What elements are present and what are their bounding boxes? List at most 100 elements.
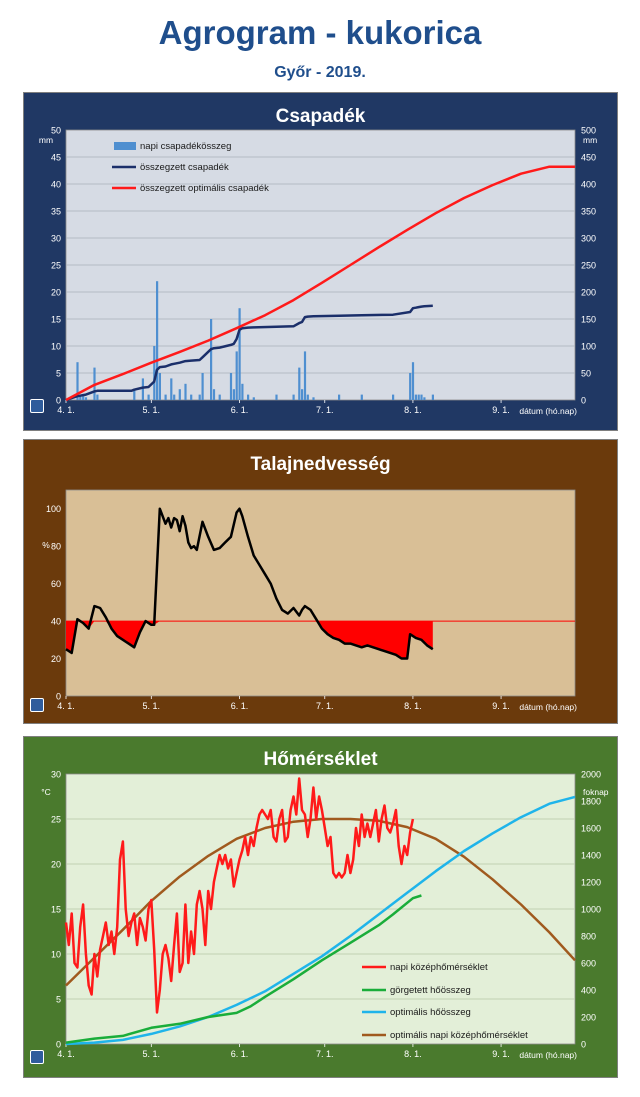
y2-tick-label: 50 xyxy=(581,369,591,379)
soil-moisture-panel: Talajnedvesség 0 20 40 60 80 100 4. 1. 5. 1. 6. … xyxy=(23,439,618,724)
y2-tick-label: 400 xyxy=(581,986,596,996)
y2-tick-label: 400 xyxy=(581,180,596,190)
precipitation-bar xyxy=(423,397,426,400)
y-tick-label: 15 xyxy=(51,905,61,915)
x-tick-label: 9. 1. xyxy=(492,701,510,711)
precipitation-bar xyxy=(417,394,420,400)
precipitation-chart: 0510152025303540455005010015020025030035… xyxy=(39,126,597,417)
x-tick-label: 7. 1. xyxy=(316,701,334,711)
y-axis-label: % xyxy=(42,540,50,550)
x-tick-label: 5. 1. xyxy=(143,1049,161,1059)
precipitation-bar xyxy=(164,394,167,400)
precipitation-bar xyxy=(198,394,201,400)
y2-tick-label: 1000 xyxy=(581,905,601,915)
y2-axis-label: foknap xyxy=(583,787,609,797)
precipitation-bar xyxy=(431,394,434,400)
y2-tick-label: 600 xyxy=(581,959,596,969)
precipitation-bar xyxy=(170,378,173,400)
precipitation-bar xyxy=(275,394,278,400)
y2-tick-label: 0 xyxy=(581,396,586,406)
y2-tick-label: 150 xyxy=(581,315,596,325)
y-axis-label: °C xyxy=(41,787,51,797)
precipitation-bar xyxy=(292,394,295,400)
x-tick-label: 5. 1. xyxy=(143,405,161,415)
precipitation-panel-title: Csapadék xyxy=(275,106,366,127)
x-tick-label: 8. 1. xyxy=(404,405,422,415)
precipitation-bar xyxy=(252,397,255,400)
legend-label: görgetett hőösszeg xyxy=(390,985,471,996)
y-tick-label: 5 xyxy=(56,995,61,1005)
precipitation-bar xyxy=(241,383,244,400)
precipitation-bar xyxy=(173,394,176,400)
precipitation-bar xyxy=(338,394,341,400)
precipitation-bar xyxy=(238,308,241,400)
y2-tick-label: 500 xyxy=(581,126,596,136)
temperature-chart: 0 5 10 15 20 25 30 0 200 400 600 800 1000 1200 1400 160… xyxy=(41,770,609,1061)
x-tick-label: 5. 1. xyxy=(143,701,161,711)
precipitation-panel: Csapadék 0 5 10 15 20 25 30 35 40 45 50 0 50 100 150 20… xyxy=(23,92,618,431)
precipitation-bar xyxy=(409,373,412,400)
x-tick-label: 8. 1. xyxy=(404,701,422,711)
x-tick-label: 7. 1. xyxy=(316,405,334,415)
y2-tick-label: 1600 xyxy=(581,824,601,834)
y2-tick-label: 300 xyxy=(581,234,596,244)
precipitation-bar xyxy=(210,319,213,400)
y2-tick-label: 250 xyxy=(581,261,596,271)
y-tick-label: 20 xyxy=(51,654,61,664)
y-tick-label: 30 xyxy=(51,234,61,244)
y-tick-label: 25 xyxy=(51,815,61,825)
precipitation-bar xyxy=(84,397,88,400)
temperature-panel-title: Hőmérséklet xyxy=(263,749,378,770)
y-tick-label: 0 xyxy=(56,1040,61,1050)
x-tick-label: 6. 1. xyxy=(231,701,249,711)
x-tick-label: 8. 1. xyxy=(404,1049,422,1059)
x-tick-label: 9. 1. xyxy=(492,405,510,415)
y2-tick-label: 200 xyxy=(581,1013,596,1023)
y-tick-label: 0 xyxy=(56,692,61,702)
y2-axis-label: mm xyxy=(583,135,597,145)
y2-tick-label: 2000 xyxy=(581,770,601,780)
precipitation-bar xyxy=(229,373,233,400)
series-line xyxy=(65,795,576,1046)
precipitation-bar xyxy=(79,394,82,400)
precipitation-bar xyxy=(392,394,395,400)
precipitation-bar xyxy=(82,394,85,400)
y2-tick-label: 450 xyxy=(581,153,596,163)
y2-tick-label: 100 xyxy=(581,342,596,352)
y-tick-label: 60 xyxy=(51,579,61,589)
y-tick-label: 35 xyxy=(51,207,61,217)
y2-tick-label: 1200 xyxy=(581,878,601,888)
precipitation-bar xyxy=(147,394,150,400)
legend-label: optimális napi középhőmérséklet xyxy=(390,1030,528,1041)
y-tick-label: 15 xyxy=(51,315,61,325)
precipitation-bar xyxy=(303,351,307,400)
precipitation-bar xyxy=(190,394,193,400)
y-tick-label: 10 xyxy=(51,342,61,352)
y-tick-label: 25 xyxy=(51,261,61,271)
y-tick-label: 10 xyxy=(51,950,61,960)
series-line xyxy=(65,894,422,1044)
precipitation-bar xyxy=(232,389,235,400)
precipitation-bar xyxy=(411,362,415,400)
x-axis-label: dátum (hó.nap) xyxy=(519,702,577,712)
page-title: Agrogram - kukorica xyxy=(158,14,482,51)
series-line xyxy=(65,304,433,402)
precipitation-bar xyxy=(235,351,238,400)
legend-label: optimális hőösszeg xyxy=(390,1007,471,1018)
temperature-panel: Hőmérséklet 0 5 10 15 20 25 30 0 200 400 600 800 100… xyxy=(23,736,618,1078)
y-tick-label: 40 xyxy=(51,617,61,627)
y-tick-label: 100 xyxy=(46,504,61,514)
precipitation-bar xyxy=(212,389,216,400)
logo-icon xyxy=(30,698,44,712)
precipitation-bar xyxy=(178,389,181,400)
x-tick-label: 4. 1. xyxy=(57,701,75,711)
y2-tick-label: 800 xyxy=(581,932,596,942)
x-tick-label: 4. 1. xyxy=(57,1049,75,1059)
deficit-area xyxy=(66,621,433,659)
series-line xyxy=(65,165,575,402)
precipitation-bar xyxy=(76,362,79,400)
y-tick-label: 20 xyxy=(51,860,61,870)
y-tick-label: 5 xyxy=(56,369,61,379)
y-tick-label: 20 xyxy=(51,288,61,298)
y2-tick-label: 200 xyxy=(581,288,596,298)
